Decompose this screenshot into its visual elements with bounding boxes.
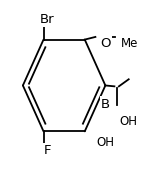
Text: OH: OH: [96, 136, 114, 149]
Text: F: F: [44, 144, 51, 157]
Text: Me: Me: [121, 37, 139, 50]
Text: OH: OH: [120, 115, 138, 128]
Text: Br: Br: [40, 13, 55, 26]
Text: B: B: [101, 98, 110, 111]
Text: O: O: [100, 37, 111, 50]
